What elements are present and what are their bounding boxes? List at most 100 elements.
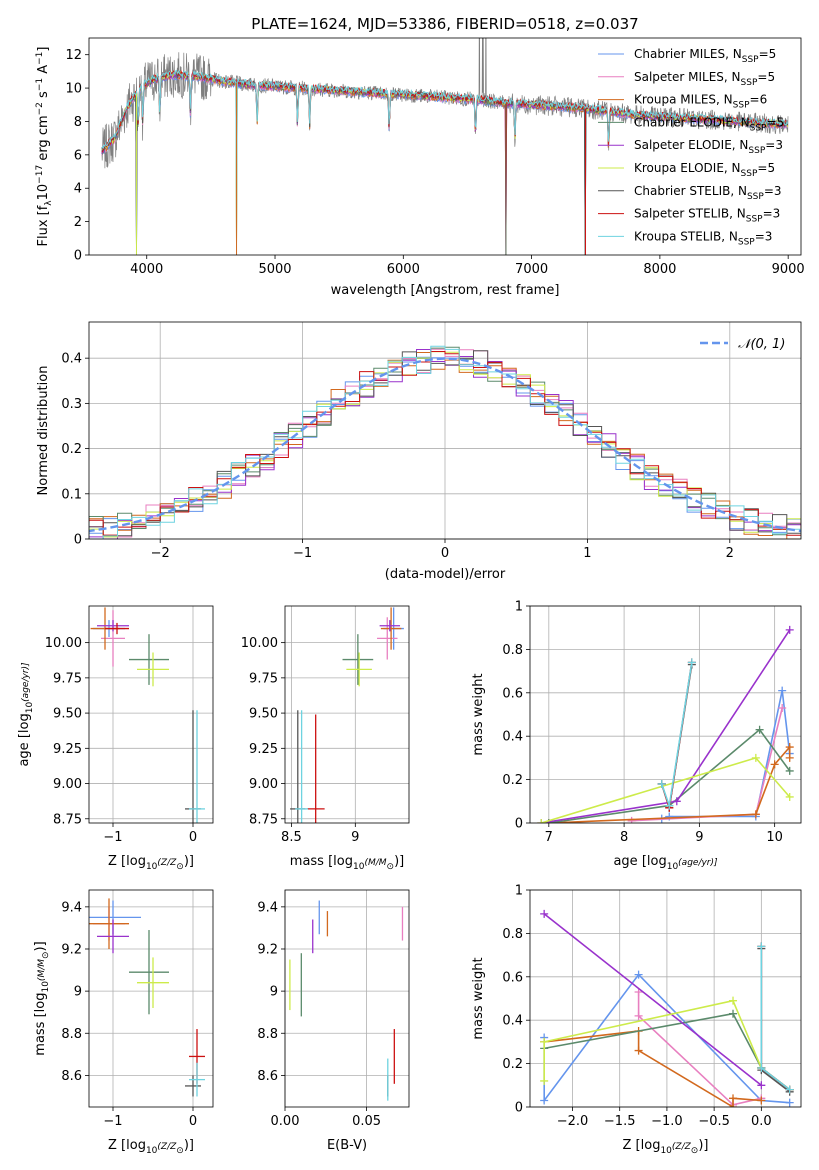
weight-marker bbox=[757, 1081, 766, 1090]
weight_vs_z-x-label: Z [log10(Z/Z⊙)] bbox=[623, 1138, 709, 1156]
spectrum-lines bbox=[101, 38, 789, 255]
weight-marker bbox=[755, 725, 764, 734]
age_vs_mass-x-label-part: (M/M bbox=[364, 858, 386, 868]
mass_vs_z-y-label-part: (M/M bbox=[37, 959, 47, 981]
weight-marker bbox=[540, 1037, 549, 1046]
age_vs_mass-points bbox=[290, 607, 404, 823]
weight-marker bbox=[785, 766, 794, 775]
weight_vs_age-y-label: mass weight bbox=[471, 673, 486, 755]
x-tick-label: 0.00 bbox=[271, 1114, 300, 1129]
x-tick-label: 9 bbox=[695, 830, 703, 845]
x-tick-label: −0.5 bbox=[698, 1114, 730, 1129]
weight-marker bbox=[672, 797, 681, 806]
legend-label-part: SSP bbox=[748, 146, 765, 156]
y-tick-label: 2 bbox=[74, 215, 82, 230]
mass_vs_z-x-label-part: )] bbox=[184, 1138, 194, 1153]
legend-label-part: Kroupa STELIB, N bbox=[634, 229, 738, 243]
age_vs_mass-x-label: mass [log10(M/M⊙)] bbox=[290, 854, 404, 872]
spectrum-y-label-part: 10 bbox=[36, 184, 51, 201]
y-tick-label: 9.4 bbox=[61, 900, 82, 915]
legend-label: Chabrier MILES, NSSP=5 bbox=[634, 47, 776, 65]
x-tick-label: −1 bbox=[293, 546, 312, 561]
legend-label-part: =3 bbox=[764, 184, 782, 198]
legend-label-part: =3 bbox=[765, 138, 783, 152]
weight-marker bbox=[729, 1094, 738, 1103]
weight_vs_z-axes: −2.0 −1.5 −1.0 −0.5 0.0 0 0.2 0.4 0.6 0.8 1 Z [log1… bbox=[471, 884, 802, 1156]
axes-frame bbox=[88, 37, 802, 256]
x-tick-label: 7000 bbox=[515, 262, 548, 277]
mass_vs_z-points bbox=[89, 898, 205, 1097]
age_vs_z-x-label-part: (Z/Z bbox=[157, 858, 177, 868]
mass_vs_z-x-label-part: 10 bbox=[146, 1146, 158, 1156]
y-tick-label: 9.75 bbox=[53, 671, 82, 686]
y-tick-label: 0.1 bbox=[61, 487, 82, 502]
weight_vs_age-lines bbox=[537, 625, 794, 823]
y-tick-label: 0.4 bbox=[61, 352, 82, 367]
spectrum-y-label-part: −1 bbox=[35, 52, 45, 65]
legend-label-part: SSP bbox=[741, 78, 758, 88]
x-tick-label: 2 bbox=[726, 546, 734, 561]
x-tick-label: −1.0 bbox=[651, 1114, 683, 1129]
legend-label-part: SSP bbox=[741, 169, 758, 179]
y-tick-label: 9 bbox=[74, 985, 82, 1000]
mass_vs_z-x-label: Z [log10(Z/Z⊙)] bbox=[108, 1138, 194, 1156]
y-tick-label: 0.6 bbox=[502, 686, 523, 701]
age_vs_z-x-label-part: )] bbox=[184, 854, 194, 869]
legend-label-part: SSP bbox=[750, 123, 767, 133]
age_vs_mass-x-label-part: 10 bbox=[353, 862, 365, 872]
weight-marker bbox=[634, 1011, 643, 1020]
y-tick-label: 10.00 bbox=[45, 636, 82, 651]
y-tick-label: 0 bbox=[515, 817, 523, 832]
legend-label: Salpeter MILES, NSSP=5 bbox=[634, 70, 775, 88]
weight_vs_z-x-label-part: Z [log bbox=[623, 1138, 661, 1153]
y-tick-label: 9.00 bbox=[53, 777, 82, 792]
legend-label-part: SSP bbox=[733, 101, 750, 111]
weight-marker bbox=[729, 1009, 738, 1018]
x-tick-label: 9000 bbox=[772, 262, 805, 277]
x-tick-label: 9 bbox=[351, 830, 359, 845]
legend-label-part: SSP bbox=[742, 55, 759, 65]
weight_vs_z-y-label: mass weight bbox=[471, 957, 486, 1039]
weight-line bbox=[544, 1030, 762, 1107]
weight-marker bbox=[665, 801, 674, 810]
weight-marker bbox=[785, 1085, 794, 1094]
age_vs_z-x-label: Z [log10(Z/Z⊙)] bbox=[108, 854, 194, 872]
y-tick-label: 9.25 bbox=[249, 742, 278, 757]
weight-marker bbox=[540, 1076, 549, 1085]
legend-label-part: Chabrier ELODIE, N bbox=[634, 115, 750, 129]
legend-label-part: Salpeter STELIB, N bbox=[634, 207, 746, 221]
weight_vs_age-x-label-part: (age/yr)] bbox=[678, 858, 718, 868]
legend-label: Kroupa STELIB, NSSP=3 bbox=[634, 229, 772, 247]
age_vs_z-x-label-part: 10 bbox=[146, 862, 158, 872]
x-tick-label: 4000 bbox=[130, 262, 163, 277]
x-tick-label: 0 bbox=[189, 1114, 197, 1129]
y-tick-label: 9.50 bbox=[53, 707, 82, 722]
y-tick-label: 0.4 bbox=[502, 730, 523, 745]
legend-label-part: =3 bbox=[763, 207, 781, 221]
legend-label: Chabrier ELODIE, NSSP=5 bbox=[634, 115, 784, 133]
axes-frame bbox=[284, 605, 410, 824]
weight-line bbox=[548, 728, 791, 823]
age_vs_mass-x-label-part: )] bbox=[394, 854, 404, 869]
y-tick-label: 8.6 bbox=[61, 1069, 82, 1084]
legend-label-part: Salpeter MILES, N bbox=[634, 70, 741, 84]
spectrum-y-label-part: −2 bbox=[35, 102, 45, 115]
y-tick-label: 9.25 bbox=[53, 742, 82, 757]
x-tick-label: 8000 bbox=[643, 262, 676, 277]
x-tick-label: 0.05 bbox=[352, 1114, 381, 1129]
legend-label-part: =6 bbox=[750, 93, 768, 107]
mass_vs_z-x-label-part: ⊙ bbox=[176, 1146, 184, 1156]
y-tick-label: 8.75 bbox=[53, 812, 82, 827]
mass_vs_z-y-label: mass [log10(M/M⊙)] bbox=[33, 941, 51, 1055]
legend-label: Kroupa ELODIE, NSSP=5 bbox=[634, 161, 775, 179]
weight-marker bbox=[785, 625, 794, 634]
y-tick-label: 0.2 bbox=[61, 442, 82, 457]
y-tick-label: 0.8 bbox=[502, 643, 523, 658]
residuals-axes: −2 −1 0 1 2 0 0.1 0.2 0.3 0.4 𝒩(0, 1) (data-model)/… bbox=[36, 321, 802, 582]
y-tick-label: 1 bbox=[515, 884, 523, 899]
weight-marker bbox=[540, 909, 549, 918]
spectrum-y-label: Flux [fλ10−17 erg cm−2 s−1 A−1] bbox=[35, 47, 54, 247]
y-tick-label: 4 bbox=[74, 182, 82, 197]
legend-label: Salpeter STELIB, NSSP=3 bbox=[634, 207, 780, 225]
